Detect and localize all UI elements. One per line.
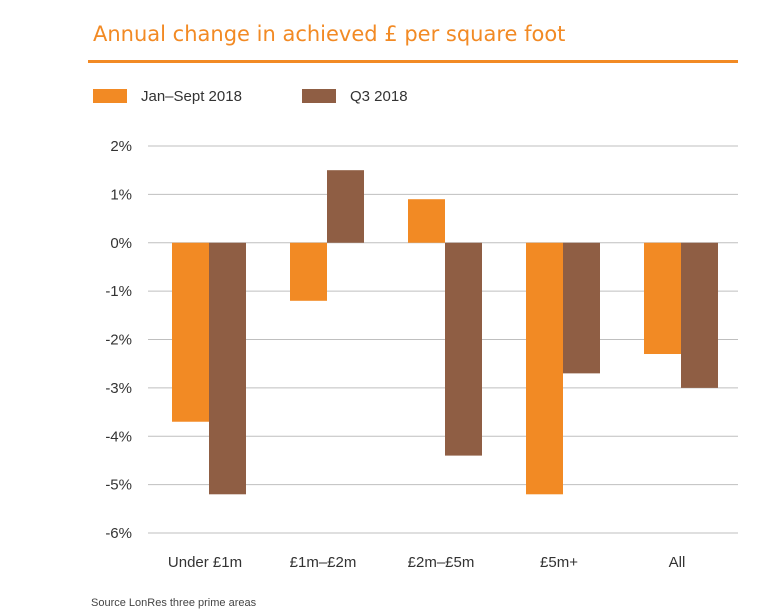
y-tick-label: -2% — [105, 332, 132, 349]
y-tick-label: -3% — [105, 380, 132, 397]
chart-legend: Jan–Sept 2018 Q3 2018 — [0, 85, 769, 107]
legend-label-series-1: Jan–Sept 2018 — [141, 87, 242, 105]
y-tick-label: -5% — [105, 477, 132, 494]
x-tick-label: Under £1m — [168, 554, 242, 571]
legend-swatch-series-1 — [93, 89, 127, 103]
y-tick-label: -4% — [105, 428, 132, 445]
bar-series-2 — [209, 242, 246, 495]
title-divider — [88, 60, 738, 63]
x-tick-label: £2m–£5m — [408, 554, 475, 571]
legend-item-series-2: Q3 2018 — [302, 85, 408, 107]
chart-title: Annual change in achieved £ per square f… — [93, 22, 566, 46]
bar-series-1 — [526, 242, 563, 495]
x-tick-label: £1m–£2m — [290, 554, 357, 571]
bar-series-2 — [563, 242, 600, 374]
x-tick-label: All — [669, 554, 686, 571]
y-tick-label: -1% — [105, 283, 132, 300]
y-tick-label: 1% — [110, 186, 132, 203]
bar-series-1 — [172, 242, 209, 422]
y-tick-label: -6% — [105, 525, 132, 542]
y-tick-label: 0% — [110, 235, 132, 252]
bar-series-1 — [644, 242, 681, 355]
legend-item-series-1: Jan–Sept 2018 — [93, 85, 242, 107]
bar-series-2 — [681, 242, 718, 388]
source-note: Source LonRes three prime areas — [91, 597, 257, 609]
x-tick-label: £5m+ — [540, 554, 578, 571]
bar-series-2 — [445, 242, 482, 456]
y-tick-label: 2% — [110, 138, 132, 155]
bar-series-2 — [327, 170, 364, 243]
bar-series-1 — [290, 242, 327, 301]
legend-swatch-series-2 — [302, 89, 336, 103]
legend-label-series-2: Q3 2018 — [350, 87, 408, 105]
bar-series-1 — [408, 199, 445, 243]
